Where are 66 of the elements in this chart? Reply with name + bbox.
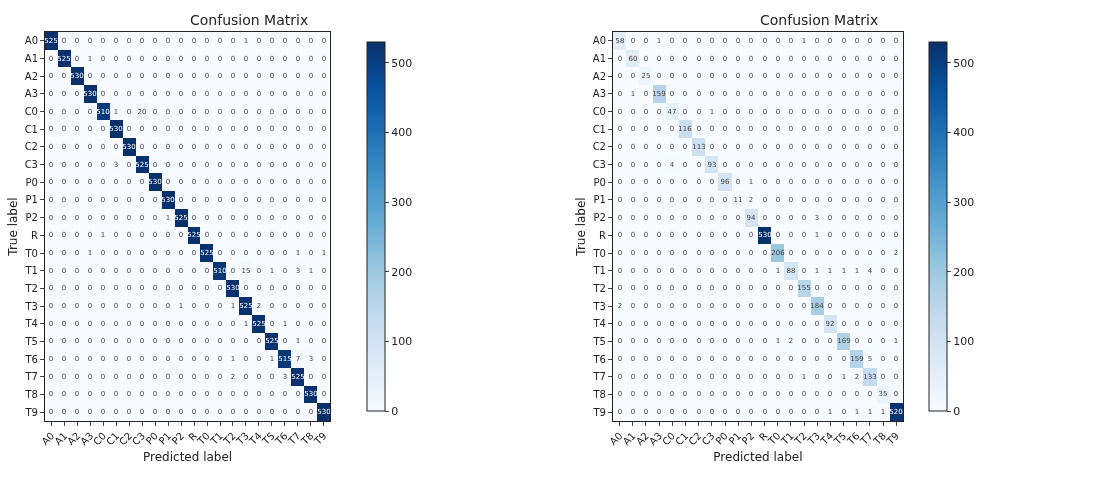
y-tick-label: T9 (592, 406, 606, 418)
y-tick-label: T0 (24, 247, 38, 259)
y-tick-label: A3 (24, 88, 38, 100)
color-bar-label: 400 (953, 126, 975, 140)
y-tick-label: T3 (24, 300, 38, 312)
color-bar-label: 500 (953, 56, 975, 70)
y-tick-label: T8 (24, 388, 38, 400)
color-bar-label: 100 (391, 335, 413, 349)
y-tick-label: T0 (592, 247, 606, 259)
y-tick-label: T9 (24, 406, 38, 418)
x-axis-title: Predicted label (143, 450, 233, 465)
y-tick-label: A3 (592, 88, 606, 100)
color-bar-label: 0 (953, 404, 961, 418)
y-tick-label: T8 (592, 388, 606, 400)
y-tick-label: T7 (592, 371, 606, 383)
y-tick-label: T1 (24, 265, 38, 277)
y-tick-label: C0 (592, 106, 606, 118)
y-tick-label: T5 (592, 335, 606, 347)
y-tick-label: A2 (592, 70, 606, 82)
y-tick-label: P1 (25, 194, 38, 206)
y-tick-label: T2 (24, 282, 38, 294)
y-tick-label: P1 (593, 194, 606, 206)
x-axis-title: Predicted label (713, 450, 803, 465)
y-tick-label: T2 (592, 282, 606, 294)
y-axis-title: True label (573, 197, 588, 257)
y-tick-label: C1 (24, 123, 38, 135)
y-tick-label: A1 (24, 53, 38, 65)
y-tick-label: T4 (592, 318, 606, 330)
color-bar-label: 500 (391, 56, 413, 70)
x-tick-label: P0 (713, 430, 730, 447)
color-bar-label: 300 (953, 195, 975, 209)
y-tick-label: R (599, 229, 607, 241)
y-tick-label: T3 (592, 300, 606, 312)
y-tick-label: T6 (592, 353, 606, 365)
x-tick-label: A0 (607, 430, 625, 448)
x-tick-label: A0 (39, 430, 57, 448)
y-tick-label: T4 (24, 318, 38, 330)
color-bar-label: 400 (391, 126, 413, 140)
chart-title: Confusion Matrix (760, 12, 879, 28)
y-tick-label: C2 (24, 141, 38, 153)
y-tick-label: C3 (24, 159, 38, 171)
y-tick-label: C0 (24, 106, 38, 118)
y-tick-label: A0 (24, 35, 38, 47)
color-bar-label: 200 (391, 265, 413, 279)
y-tick-label: A0 (592, 35, 606, 47)
y-tick-label: T7 (24, 371, 38, 383)
y-tick-label: T5 (24, 335, 38, 347)
y-tick-label: A1 (592, 53, 606, 65)
y-tick-label: P0 (25, 176, 38, 188)
x-tick-label: T9 (311, 430, 329, 448)
y-axis-title: True label (5, 197, 20, 257)
y-tick-label: P2 (25, 212, 38, 224)
color-bar-label: 100 (953, 335, 975, 349)
y-tick-label: T6 (24, 353, 38, 365)
y-tick-label: T1 (592, 265, 606, 277)
y-tick-label: R (31, 229, 39, 241)
color-bar-label: 200 (953, 265, 975, 279)
y-tick-label: A2 (24, 70, 38, 82)
color-bar-label: 0 (391, 404, 399, 418)
chart-title: Confusion Matrix (190, 12, 309, 28)
y-tick-label: C2 (592, 141, 606, 153)
y-tick-label: P0 (593, 176, 606, 188)
y-tick-label: P2 (593, 212, 606, 224)
y-tick-label: C3 (592, 159, 606, 171)
color-bar-label: 300 (391, 195, 413, 209)
y-tick-label: C1 (592, 123, 606, 135)
